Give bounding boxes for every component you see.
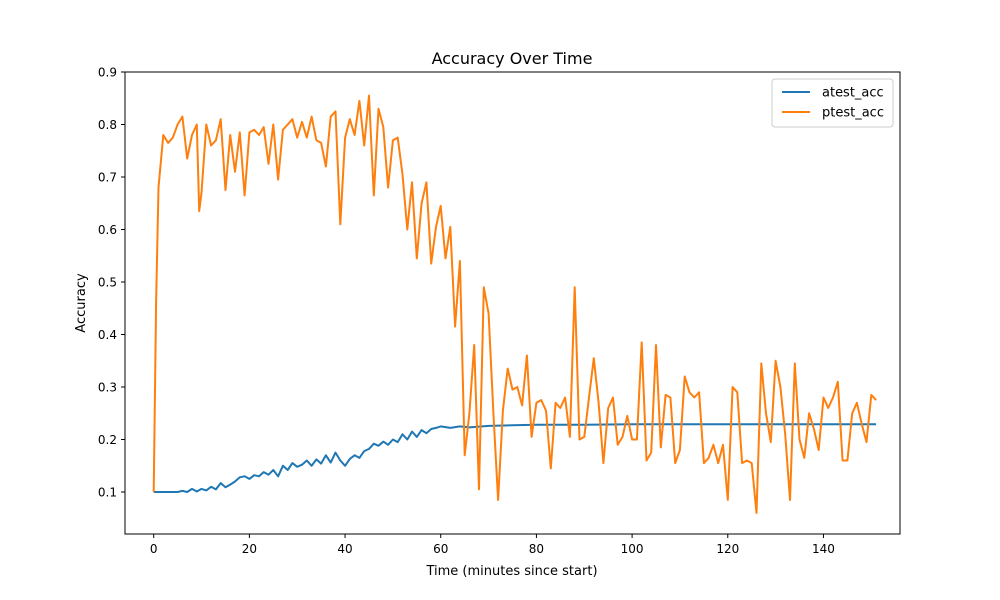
x-tick-label: 40: [337, 542, 352, 556]
legend-label-atest-acc: atest_acc: [822, 86, 884, 101]
y-tick-label: 0.5: [98, 276, 117, 290]
y-tick-label: 0.6: [98, 223, 117, 237]
y-axis-label: Accuracy: [74, 273, 89, 333]
x-tick-label: 120: [716, 542, 739, 556]
x-tick-label: 0: [150, 542, 158, 556]
x-tick-label: 100: [621, 542, 644, 556]
y-tick-label: 0.1: [98, 486, 117, 500]
series-line-atest-acc: [153, 423, 877, 493]
y-axis: 0.1 0.2 0.3 0.4 0.5 0.6 0.7 0.8 0.9: [98, 66, 125, 500]
y-tick-label: 0.7: [98, 171, 117, 185]
y-tick-label: 0.9: [98, 66, 117, 80]
x-axis-label: Time (minutes since start): [425, 564, 597, 579]
x-tick-label: 20: [242, 542, 257, 556]
y-tick-label: 0.4: [98, 328, 117, 342]
y-tick-label: 0.2: [98, 433, 117, 447]
legend: atest_acc ptest_acc: [771, 78, 894, 128]
x-tick-label: 80: [529, 542, 544, 556]
x-tick-label: 140: [812, 542, 835, 556]
y-tick-label: 0.3: [98, 381, 117, 395]
x-axis: 0 20 40 60 80 100 120 140: [150, 534, 835, 556]
series-layer: [152, 94, 877, 514]
chart-title: Accuracy Over Time: [432, 49, 593, 68]
legend-label-ptest-acc: ptest_acc: [822, 106, 884, 121]
y-tick-label: 0.8: [98, 118, 117, 132]
x-tick-label: 60: [433, 542, 448, 556]
plot-frame: [124, 71, 901, 535]
series-line-ptest-acc: [152, 94, 877, 514]
plot-area: [124, 71, 901, 535]
